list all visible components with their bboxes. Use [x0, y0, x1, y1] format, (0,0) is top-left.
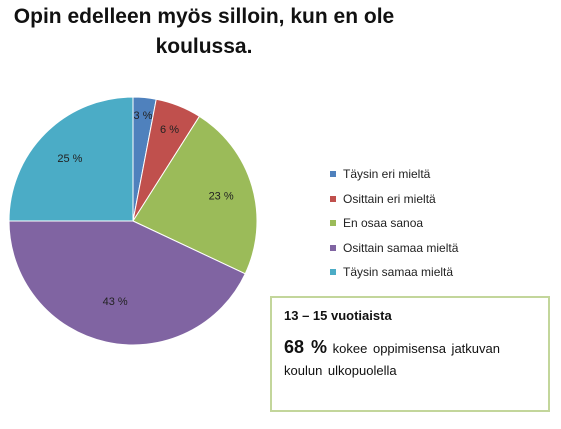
- slice-label: 3 %: [134, 110, 153, 122]
- legend-label: Täysin eri mieltä: [343, 167, 431, 182]
- legend-swatch: [330, 220, 336, 227]
- legend-label: En osaa sanoa: [343, 216, 424, 231]
- legend-swatch: [330, 171, 336, 178]
- legend-label: Osittain eri mieltä: [343, 191, 436, 206]
- pie-slice: [8, 96, 134, 222]
- legend-item: Osittain samaa mieltä: [330, 236, 458, 261]
- chart-legend: Täysin eri mieltä Osittain eri mieltä En o…: [330, 162, 458, 285]
- legend-label: Täysin samaa mieltä: [343, 265, 454, 280]
- legend-item: En osaa sanoa: [330, 211, 458, 236]
- chart-title-line-1: Opin edelleen myös silloin, kun en ole: [13, 5, 395, 28]
- slice-label: 43 %: [103, 296, 128, 308]
- info-box: 13 – 15 vuotiaista 68 % kokee oppimisens…: [270, 296, 550, 412]
- info-heading: 13 – 15 vuotiaista: [284, 308, 392, 323]
- slice-label: 6 %: [160, 124, 179, 136]
- legend-swatch: [330, 195, 336, 202]
- info-body: 68 % kokee oppimisensa jatkuvan koulun u…: [284, 336, 536, 382]
- info-percent: 68 %: [284, 337, 328, 357]
- slice-label: 25 %: [57, 153, 82, 165]
- info-text: kokee oppimisensa jatkuvan koulun ulkopu…: [284, 341, 500, 378]
- chart-title: Opin edelleen myös silloin, kun en ole k…: [0, 2, 408, 62]
- pie-slice: [132, 115, 258, 275]
- legend-item: Täysin eri mieltä: [330, 162, 458, 187]
- chart-title-line-2: koulussa.: [155, 35, 253, 58]
- legend-swatch: [330, 269, 336, 276]
- legend-item: Täysin samaa mieltä: [330, 260, 458, 285]
- legend-item: Osittain eri mieltä: [330, 187, 458, 212]
- legend-label: Osittain samaa mieltä: [343, 240, 459, 255]
- pie-slice: [8, 220, 246, 346]
- legend-swatch: [330, 244, 336, 251]
- slice-label: 23 %: [209, 190, 234, 202]
